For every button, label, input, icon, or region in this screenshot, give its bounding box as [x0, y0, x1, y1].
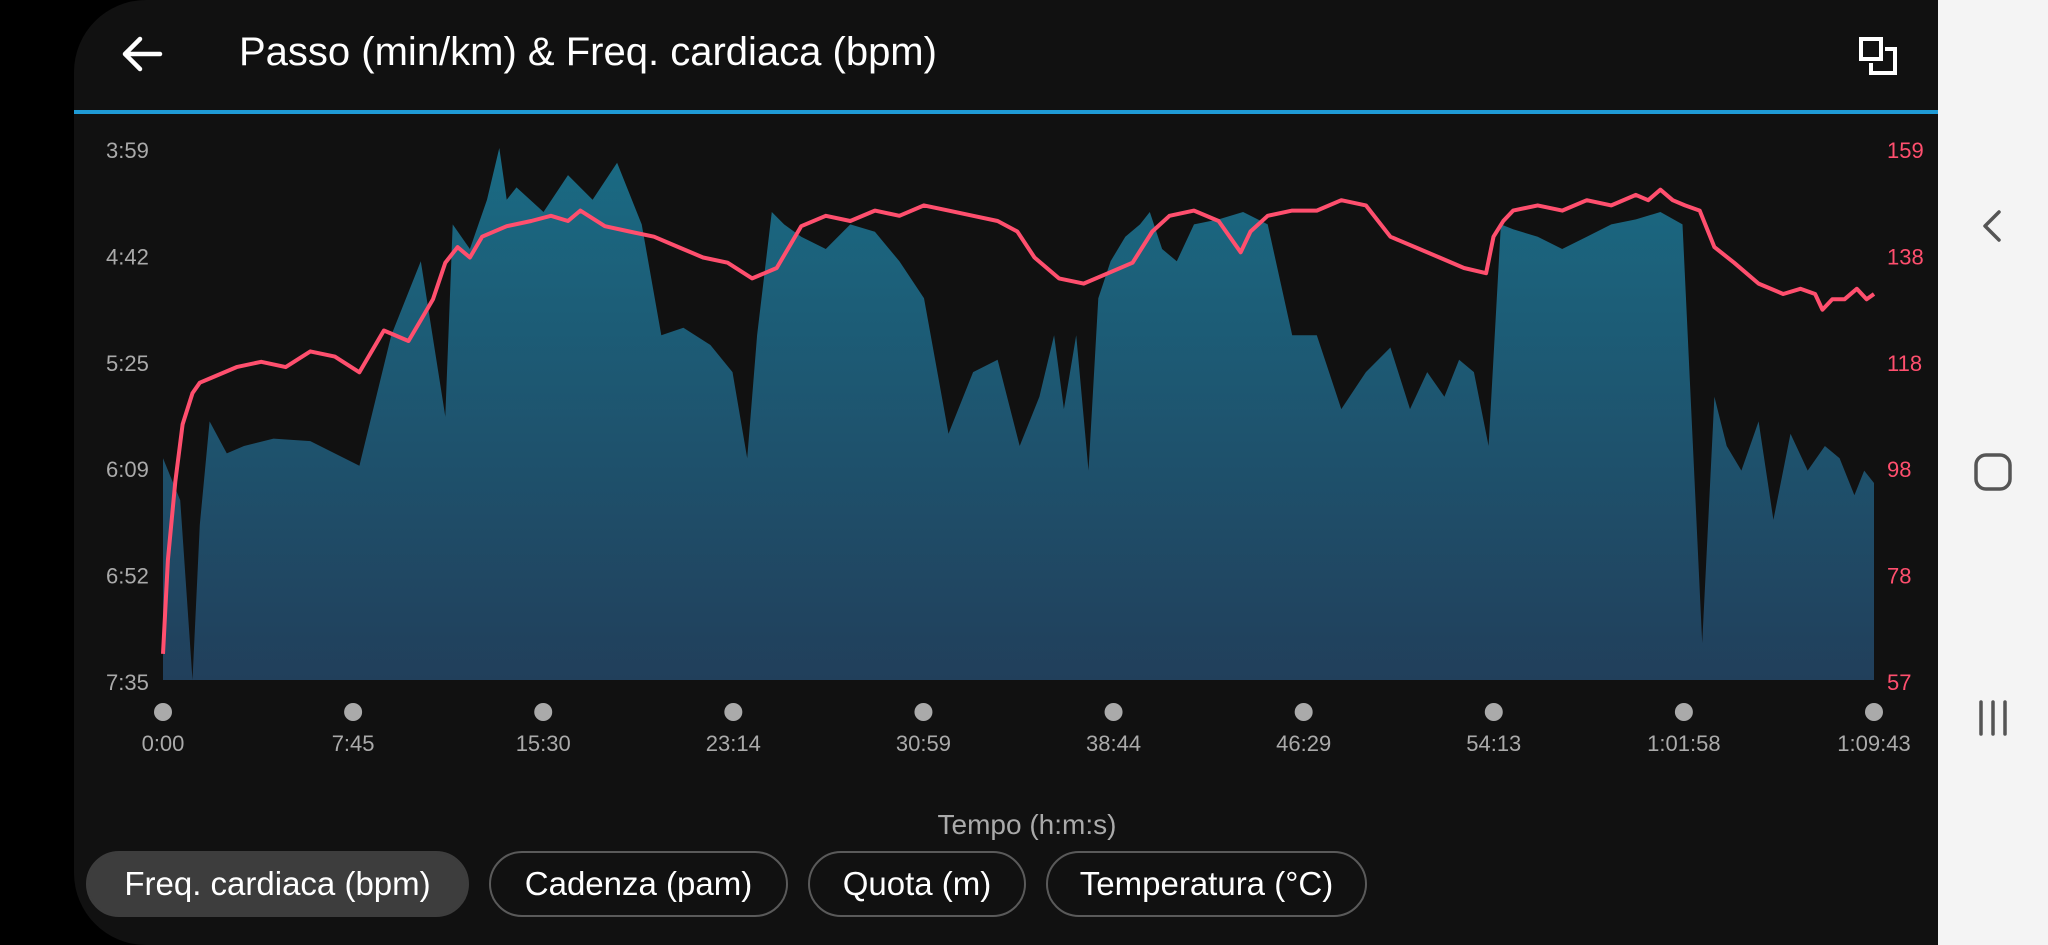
x-tick-label: 7:45 [332, 731, 375, 756]
right-y-tick-label: 57 [1887, 670, 1911, 695]
right-y-tick-label: 118 [1887, 351, 1922, 376]
right-y-tick-label: 78 [1887, 564, 1911, 589]
system-back-button[interactable] [1963, 196, 2023, 256]
filter-chip-heart-rate[interactable]: Freq. cardiaca (bpm) [86, 851, 469, 917]
x-tick-marker[interactable] [1674, 703, 1693, 721]
window-restore-icon [1859, 37, 1897, 75]
app-screen: Passo (min/km) & Freq. cardiaca (bpm) 3:… [74, 0, 1938, 945]
page-title: Passo (min/km) & Freq. cardiaca (bpm) [239, 30, 937, 74]
right-y-tick-label: 98 [1887, 457, 1911, 482]
left-y-tick-label: 6:52 [106, 564, 149, 589]
right-y-tick-label: 138 [1887, 244, 1924, 269]
x-tick-label: 46:29 [1276, 731, 1331, 756]
x-tick-marker[interactable] [1865, 703, 1883, 721]
x-tick-label: 38:44 [1086, 731, 1141, 756]
x-tick-marker[interactable] [154, 703, 172, 721]
filter-chip-elevation[interactable]: Quota (m) [808, 851, 1026, 917]
x-tick-label: 23:14 [706, 731, 761, 756]
x-tick-marker[interactable] [1294, 703, 1313, 721]
filter-chip-temperature[interactable]: Temperatura (°C) [1046, 851, 1367, 917]
x-axis-label: Tempo (h:m:s) [938, 809, 1117, 840]
fullscreen-button[interactable] [1850, 28, 1906, 84]
x-tick-label: 1:09:43 [1837, 731, 1910, 756]
left-y-tick-label: 5:25 [106, 351, 149, 376]
system-navigation-bar [1938, 0, 2048, 945]
left-y-tick-label: 6:09 [106, 457, 149, 482]
app-header: Passo (min/km) & Freq. cardiaca (bpm) [74, 0, 1938, 112]
x-tick-label: 0:00 [142, 731, 185, 756]
back-button[interactable] [112, 24, 172, 84]
x-tick-marker[interactable] [1104, 703, 1123, 721]
system-recents-button[interactable] [1963, 688, 2023, 748]
x-tick-label: 54:13 [1466, 731, 1521, 756]
heart-rate-line-series [161, 187, 1876, 655]
pace-heart-rate-chart: 3:59 4:42 5:25 6:09 6:52 7:35 159 138 118 98 78 57… [106, 138, 1924, 840]
left-y-tick-label: 7:35 [106, 670, 149, 695]
x-tick-marker[interactable] [724, 703, 743, 721]
x-tick-marker[interactable] [914, 703, 933, 721]
header-divider [74, 110, 1938, 114]
x-tick-label: 1:01:58 [1647, 731, 1720, 756]
x-tick-label: 30:59 [896, 731, 951, 756]
rounded-square-icon [1974, 453, 2012, 491]
x-tick-label: 15:30 [516, 731, 571, 756]
left-y-tick-label: 3:59 [106, 138, 149, 163]
arrow-left-icon [122, 36, 163, 72]
x-tick-marker[interactable] [534, 703, 553, 721]
three-bars-icon [1979, 700, 2007, 736]
x-tick-marker[interactable] [344, 703, 363, 721]
right-y-tick-label: 159 [1887, 138, 1924, 163]
system-home-button[interactable] [1963, 442, 2023, 502]
x-tick-marker[interactable] [1484, 703, 1503, 721]
filter-chip-cadence[interactable]: Cadenza (pam) [489, 851, 788, 917]
left-y-tick-label: 4:42 [106, 244, 149, 269]
pace-area-series [163, 148, 1874, 680]
chevron-left-icon [1983, 210, 2001, 242]
